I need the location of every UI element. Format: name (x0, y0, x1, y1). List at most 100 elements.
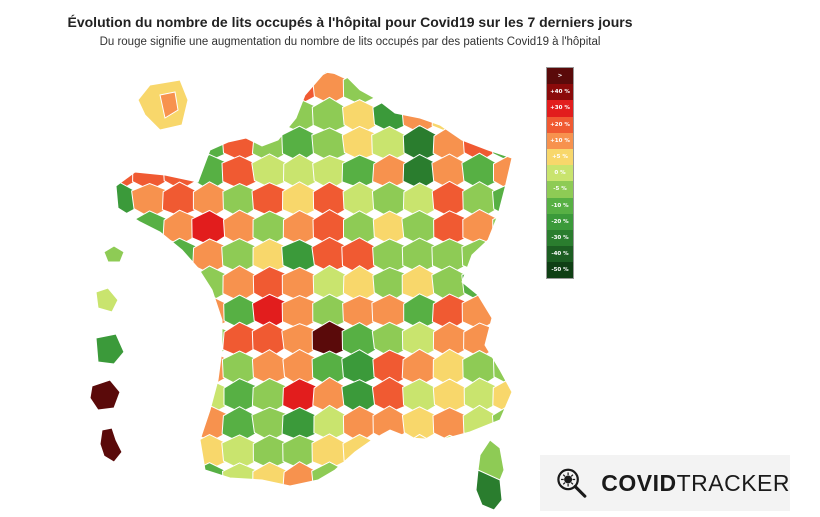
departement-region (132, 349, 168, 388)
departement-region (116, 126, 139, 162)
departement-region (116, 72, 138, 80)
departement-region (192, 72, 228, 107)
legend-item: +10 % (547, 132, 573, 149)
departement-region (491, 236, 512, 274)
departement-region (131, 238, 169, 274)
departement-region (193, 265, 228, 303)
virus-magnifier-icon (557, 468, 587, 498)
departement-region (161, 126, 199, 161)
departement-region (161, 434, 199, 472)
departement-region (342, 72, 377, 78)
departement-region (161, 237, 198, 274)
departement-region (461, 266, 499, 303)
brand-wordmark: COVIDTRACKER (601, 469, 790, 496)
departement-region (162, 265, 198, 304)
guadeloupe (103, 245, 125, 263)
departement-region (131, 127, 168, 162)
legend-item: -5 % (547, 181, 573, 198)
departement-region (116, 98, 139, 134)
departement-region (191, 294, 229, 331)
martinique (95, 287, 119, 313)
departement-region (493, 72, 512, 105)
departement-region (491, 404, 512, 444)
departement-region (161, 293, 199, 331)
departement-region (403, 461, 439, 486)
departement-region (162, 405, 199, 443)
departement-region (491, 321, 512, 358)
color-legend: > +40 % +30 % +20 % +10 % +5 % 0 % -5 % -10 % -20… (546, 67, 574, 280)
page-title: Évolution du nombre de lits occupés à l'… (67, 14, 633, 30)
legend-item: +5 % (547, 148, 573, 166)
departement-region (491, 72, 512, 79)
departement-region (251, 72, 288, 80)
departement-region (191, 462, 229, 486)
departement-region (432, 460, 468, 486)
departement-region (282, 72, 319, 78)
departement-region (432, 72, 468, 106)
departement-region (282, 461, 318, 486)
legend-item: -30 % (547, 229, 573, 247)
departement-region (221, 462, 259, 486)
departement-region (431, 97, 469, 134)
corsica-south (475, 469, 503, 511)
departement-region (116, 181, 138, 218)
north-west-inner (159, 91, 179, 119)
departement-region (402, 72, 438, 105)
departement-region (461, 99, 498, 135)
departement-region (461, 72, 499, 80)
departement-region (193, 322, 229, 359)
legend-item: +40 % (547, 84, 573, 101)
guyane (95, 333, 125, 365)
departement-region (431, 72, 468, 78)
departement-region (371, 72, 407, 78)
departement-region (116, 461, 139, 486)
departement-region (131, 432, 169, 470)
departement-region (432, 434, 469, 471)
departement-region (132, 320, 169, 357)
departement-region (253, 72, 288, 106)
departement-region (493, 154, 512, 192)
mayotte (99, 427, 123, 463)
legend-item: -50 % (547, 262, 573, 279)
legend-item: +20 % (547, 116, 573, 133)
departement-region (221, 125, 259, 162)
departement-region (492, 98, 512, 133)
legend-item: > (547, 68, 573, 85)
departement-region (191, 98, 229, 135)
departement-region (462, 72, 497, 105)
legend-item: 0 % (547, 165, 573, 182)
departement-region (161, 462, 199, 486)
departement-region (116, 208, 139, 245)
departement-region (161, 321, 198, 360)
departement-region (222, 98, 259, 134)
departement-region (372, 435, 408, 471)
departement-region (491, 183, 512, 219)
legend-item: -40 % (547, 246, 573, 263)
departement-region (251, 98, 288, 134)
departement-region (492, 294, 512, 331)
departement-region (132, 264, 169, 304)
departement-region (116, 72, 138, 106)
departement-region (191, 72, 229, 80)
departement-region (161, 376, 199, 415)
legend-item: -20 % (547, 213, 573, 230)
brand-logo: COVIDTRACKER (540, 455, 790, 511)
departement-region (131, 377, 169, 416)
departement-region (131, 463, 169, 486)
departement-region (161, 348, 198, 387)
departement-region (491, 265, 512, 302)
departement-region (342, 460, 379, 486)
departement-region (221, 72, 258, 80)
departement-region (162, 72, 199, 78)
departement-region (133, 293, 167, 329)
departement-region (371, 461, 408, 486)
departement-region (222, 72, 258, 108)
departement-region (402, 72, 439, 79)
legend-item: -10 % (547, 197, 573, 214)
page-subtitle: Du rouge signifie une augmentation du no… (99, 36, 601, 48)
departement-region (131, 405, 167, 443)
la-reunion (89, 379, 121, 411)
legend-item: +30 % (547, 100, 573, 117)
departement-region (132, 72, 168, 78)
